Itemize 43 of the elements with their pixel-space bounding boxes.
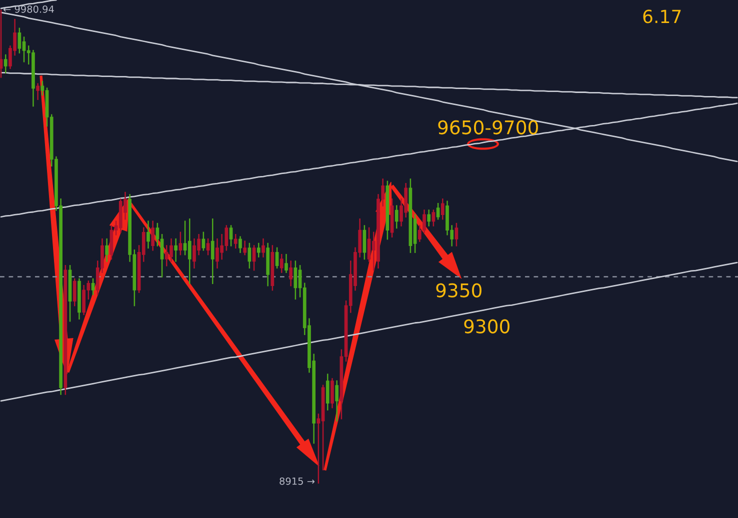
candlestick	[72, 278, 76, 306]
candlestick	[454, 222, 458, 246]
candlestick	[394, 205, 398, 229]
candlestick	[280, 254, 284, 273]
candlestick	[432, 210, 436, 226]
annotation: 9300	[464, 319, 510, 334]
candlestick	[440, 198, 444, 220]
candlestick	[330, 378, 334, 408]
annotation: 8915 →	[280, 477, 315, 485]
candlestick	[243, 240, 247, 256]
candlestick	[36, 83, 40, 100]
candlestick	[256, 242, 260, 258]
candlestick	[18, 28, 22, 54]
candlestick	[178, 232, 182, 256]
candlestick	[229, 225, 233, 246]
candlestick	[82, 284, 86, 316]
candlestick	[335, 380, 339, 422]
annotation: 9350	[436, 283, 482, 298]
annotation: 6.17	[643, 10, 681, 24]
candlestick	[289, 260, 293, 286]
candlestick	[0, 10, 3, 78]
candlestick	[238, 236, 242, 253]
candlestick	[105, 238, 109, 262]
candlestick	[326, 374, 330, 410]
candlestick	[146, 220, 150, 249]
candlestick	[275, 247, 279, 269]
candlestick	[174, 238, 178, 262]
candlestick	[252, 245, 256, 271]
candlestick	[210, 218, 214, 284]
candlestick	[284, 254, 288, 273]
annotation: 9650-9700	[438, 120, 538, 134]
candlestick	[202, 232, 206, 251]
candlestick	[234, 234, 238, 249]
candlestick	[206, 238, 210, 256]
candlestick	[427, 210, 431, 226]
candlestick	[248, 242, 252, 269]
candlestick	[188, 218, 192, 284]
candlestick	[262, 238, 265, 258]
candlestick	[151, 220, 155, 251]
candlestick	[91, 278, 95, 296]
annotation: ← 9980.94	[3, 5, 54, 13]
candlestick	[436, 202, 440, 220]
candlestick	[4, 54, 8, 74]
